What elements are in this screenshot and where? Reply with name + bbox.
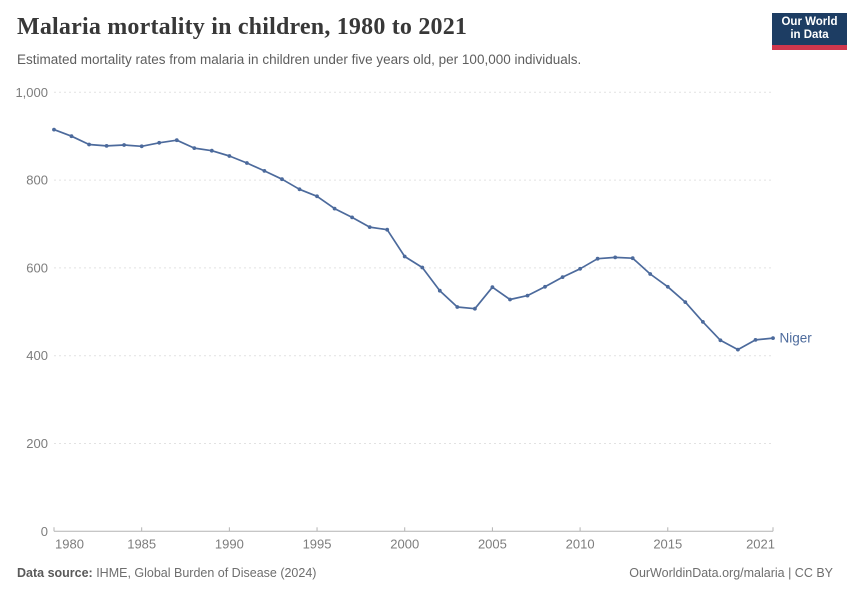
data-point[interactable] [262, 169, 267, 173]
data-point[interactable] [174, 138, 179, 143]
data-point[interactable] [648, 272, 653, 276]
y-tick-label: 200 [26, 436, 48, 451]
data-point[interactable] [280, 177, 284, 182]
data-point[interactable] [613, 255, 618, 260]
data-point[interactable] [192, 146, 197, 151]
data-point[interactable] [718, 338, 723, 343]
data-point[interactable] [420, 265, 425, 270]
data-point[interactable] [736, 347, 740, 352]
data-point[interactable] [245, 161, 249, 165]
data-point[interactable] [771, 336, 775, 340]
data-point[interactable] [157, 140, 162, 145]
chart-footer: Data source: IHME, Global Burden of Dise… [17, 566, 833, 580]
data-point[interactable] [315, 194, 319, 199]
y-tick-label: 800 [26, 173, 48, 188]
data-point[interactable] [87, 142, 91, 147]
data-point[interactable] [227, 154, 232, 158]
data-point[interactable] [209, 148, 214, 153]
data-point[interactable] [578, 266, 582, 271]
data-point[interactable] [332, 206, 337, 211]
owid-logo-line2: in Data [790, 29, 829, 41]
data-point[interactable] [104, 144, 109, 148]
owid-logo[interactable]: Our World in Data [772, 13, 847, 50]
data-point[interactable] [525, 293, 530, 298]
x-tick-label: 1995 [303, 536, 332, 551]
y-tick-label: 400 [26, 348, 48, 363]
owid-credit-link[interactable]: OurWorldinData.org/malaria | CC BY [629, 566, 833, 580]
data-point[interactable] [437, 288, 442, 293]
data-point[interactable] [701, 320, 705, 324]
y-tick-label: 600 [26, 260, 48, 275]
data-point[interactable] [595, 256, 600, 261]
x-tick-label: 1985 [127, 536, 156, 551]
data-point[interactable] [508, 297, 512, 302]
series-label[interactable]: Niger [780, 331, 813, 346]
data-point[interactable] [753, 338, 758, 342]
data-source: Data source: IHME, Global Burden of Dise… [17, 566, 316, 580]
owid-logo-line1: Our World [781, 16, 838, 28]
x-tick-label: 1980 [55, 536, 84, 551]
x-tick-label: 2021 [746, 536, 775, 551]
chart-subtitle: Estimated mortality rates from malaria i… [17, 52, 582, 67]
data-point[interactable] [402, 254, 407, 259]
x-tick-label: 2015 [653, 536, 682, 551]
data-point[interactable] [139, 144, 144, 149]
data-point[interactable] [490, 285, 495, 290]
x-tick-label: 2010 [566, 536, 595, 551]
data-point[interactable] [560, 275, 565, 279]
data-point[interactable] [455, 305, 460, 309]
data-point[interactable] [630, 256, 635, 261]
data-point[interactable] [69, 134, 74, 139]
data-point[interactable] [367, 225, 372, 230]
data-point[interactable] [52, 127, 56, 132]
data-line-niger[interactable] [53, 128, 774, 351]
data-point[interactable] [683, 300, 688, 304]
y-tick-label: 1,000 [15, 85, 48, 100]
data-source-text: IHME, Global Burden of Disease (2024) [92, 566, 317, 580]
data-point[interactable] [665, 284, 670, 289]
data-point[interactable] [543, 284, 547, 289]
x-tick-label: 1990 [215, 536, 244, 551]
data-point[interactable] [297, 187, 302, 192]
data-point[interactable] [473, 306, 477, 311]
x-tick-label: 2005 [478, 536, 507, 551]
page-title: Malaria mortality in children, 1980 to 2… [17, 14, 468, 40]
data-point[interactable] [350, 215, 354, 220]
data-source-label: Data source: [17, 566, 93, 580]
data-point[interactable] [122, 143, 126, 147]
x-tick-label: 2000 [390, 536, 419, 551]
data-point[interactable] [385, 227, 390, 232]
y-tick-label: 0 [41, 524, 48, 539]
